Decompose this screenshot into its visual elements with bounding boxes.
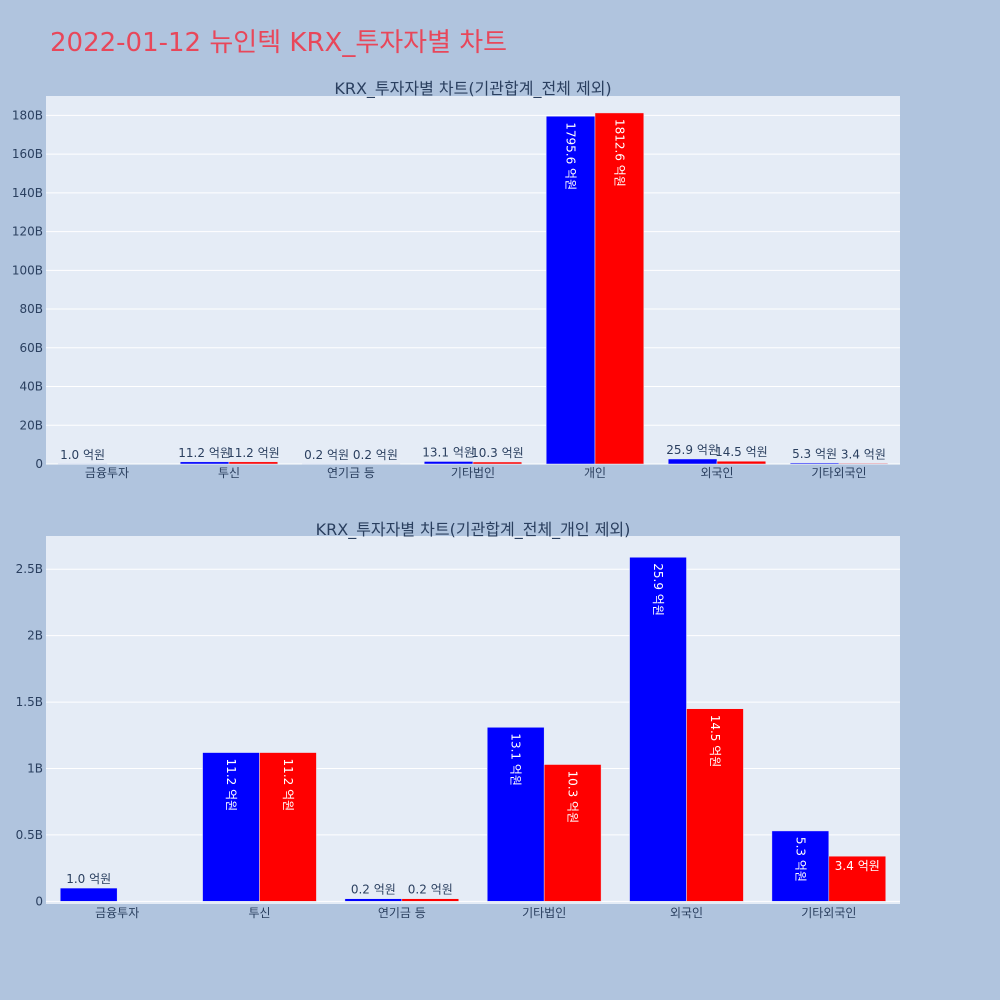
y-tick-label: 180B (12, 108, 43, 122)
data-label: 14.5 억원 (708, 715, 722, 768)
y-tick-label: 1.5B (16, 695, 43, 709)
data-label: 3.4 억원 (835, 859, 880, 873)
bar (179, 461, 230, 465)
chart-1: 0 20B 40B 60B 80B 100B 120B 140B 160B 180B KRX_투자자… (12, 79, 900, 480)
plot-area (46, 96, 900, 464)
y-tick-label: 120B (12, 225, 43, 239)
x-tick-label: 연기금 등 (327, 466, 375, 480)
bar (202, 752, 260, 902)
data-label: 3.4 억원 (841, 447, 886, 461)
x-tick-label: 연기금 등 (378, 906, 426, 920)
bar (59, 887, 118, 902)
y-tick-label: 2B (27, 629, 43, 643)
bar (838, 463, 889, 465)
data-label: 5.3 억원 (793, 837, 807, 882)
y-tick-label: 0 (35, 457, 43, 471)
y-tick-label: 100B (12, 263, 43, 277)
bar (716, 460, 767, 465)
data-label: 0.2 억원 (304, 448, 349, 462)
x-tick-label: 개인 (584, 466, 606, 480)
chart-title: KRX_투자자별 차트(기관합계_전체_개인 제외) (316, 520, 631, 540)
x-tick-label: 기타외국인 (801, 906, 856, 920)
x-tick-label: 금융투자 (95, 906, 139, 920)
y-tick-label: 20B (19, 418, 43, 432)
data-label: 10.3 억원 (471, 446, 524, 460)
x-tick-label: 투신 (218, 466, 240, 480)
bar (344, 898, 403, 902)
bar (789, 462, 840, 465)
y-tick-label: 140B (12, 186, 43, 200)
data-label: 1.0 억원 (66, 872, 111, 886)
data-label: 11.2 억원 (178, 446, 231, 460)
bar (401, 898, 460, 902)
bar (545, 115, 596, 465)
x-tick-label: 기타법인 (522, 906, 566, 920)
y-tick-label: 160B (12, 147, 43, 161)
x-tick-label: 외국인 (670, 906, 703, 920)
x-tick-label: 투신 (248, 906, 270, 920)
data-label: 11.2 억원 (281, 759, 295, 812)
data-label: 10.3 억원 (566, 771, 580, 824)
page-title: 2022-01-12 뉴인텍 KRX_투자자별 차트 (50, 28, 508, 58)
bar (594, 112, 645, 465)
plot-area (46, 536, 900, 904)
x-tick-label: 금융투자 (85, 466, 129, 480)
bar (486, 727, 545, 902)
y-tick-label: 2.5B (16, 562, 43, 576)
data-label: 5.3 억원 (792, 447, 837, 461)
bar (686, 708, 744, 902)
data-label: 11.2 억원 (224, 759, 238, 812)
data-label: 11.2 억원 (227, 446, 280, 460)
data-label: 13.1 억원 (422, 445, 475, 459)
bar (423, 461, 474, 465)
chart-title: KRX_투자자별 차트(기관합계_전체 제외) (334, 79, 611, 99)
data-label: 1.0 억원 (60, 448, 105, 462)
bar (629, 557, 687, 902)
data-label: 25.9 억원 (651, 563, 665, 616)
y-tick-label: 80B (19, 302, 43, 316)
y-tick-label: 40B (19, 380, 43, 394)
data-label: 0.2 억원 (353, 448, 398, 462)
x-tick-label: 기타법인 (451, 466, 495, 480)
y-tick-label: 60B (19, 341, 43, 355)
bar (543, 764, 602, 902)
bar (667, 458, 718, 465)
bar (228, 461, 279, 465)
data-label: 1795.6 억원 (564, 122, 578, 190)
data-label: 1812.6 억원 (612, 119, 626, 187)
data-label: 14.5 억원 (715, 445, 768, 459)
bar (259, 752, 317, 902)
data-label: 0.2 억원 (351, 883, 396, 897)
data-label: 13.1 억원 (509, 733, 523, 786)
data-label: 25.9 억원 (666, 443, 719, 457)
bar (828, 855, 887, 902)
x-tick-label: 외국인 (700, 466, 733, 480)
chart-2: 0 0.5B 1B 1.5B 2B 2.5B KRX_투자자별 차트(기관합계_전체_개인 … (16, 520, 900, 920)
data-label: 0.2 억원 (408, 883, 453, 897)
bar (472, 461, 523, 465)
y-tick-label: 0.5B (16, 828, 43, 842)
y-tick-label: 0 (35, 894, 43, 908)
y-tick-label: 1B (27, 761, 43, 775)
x-tick-label: 기타외국인 (811, 466, 866, 480)
